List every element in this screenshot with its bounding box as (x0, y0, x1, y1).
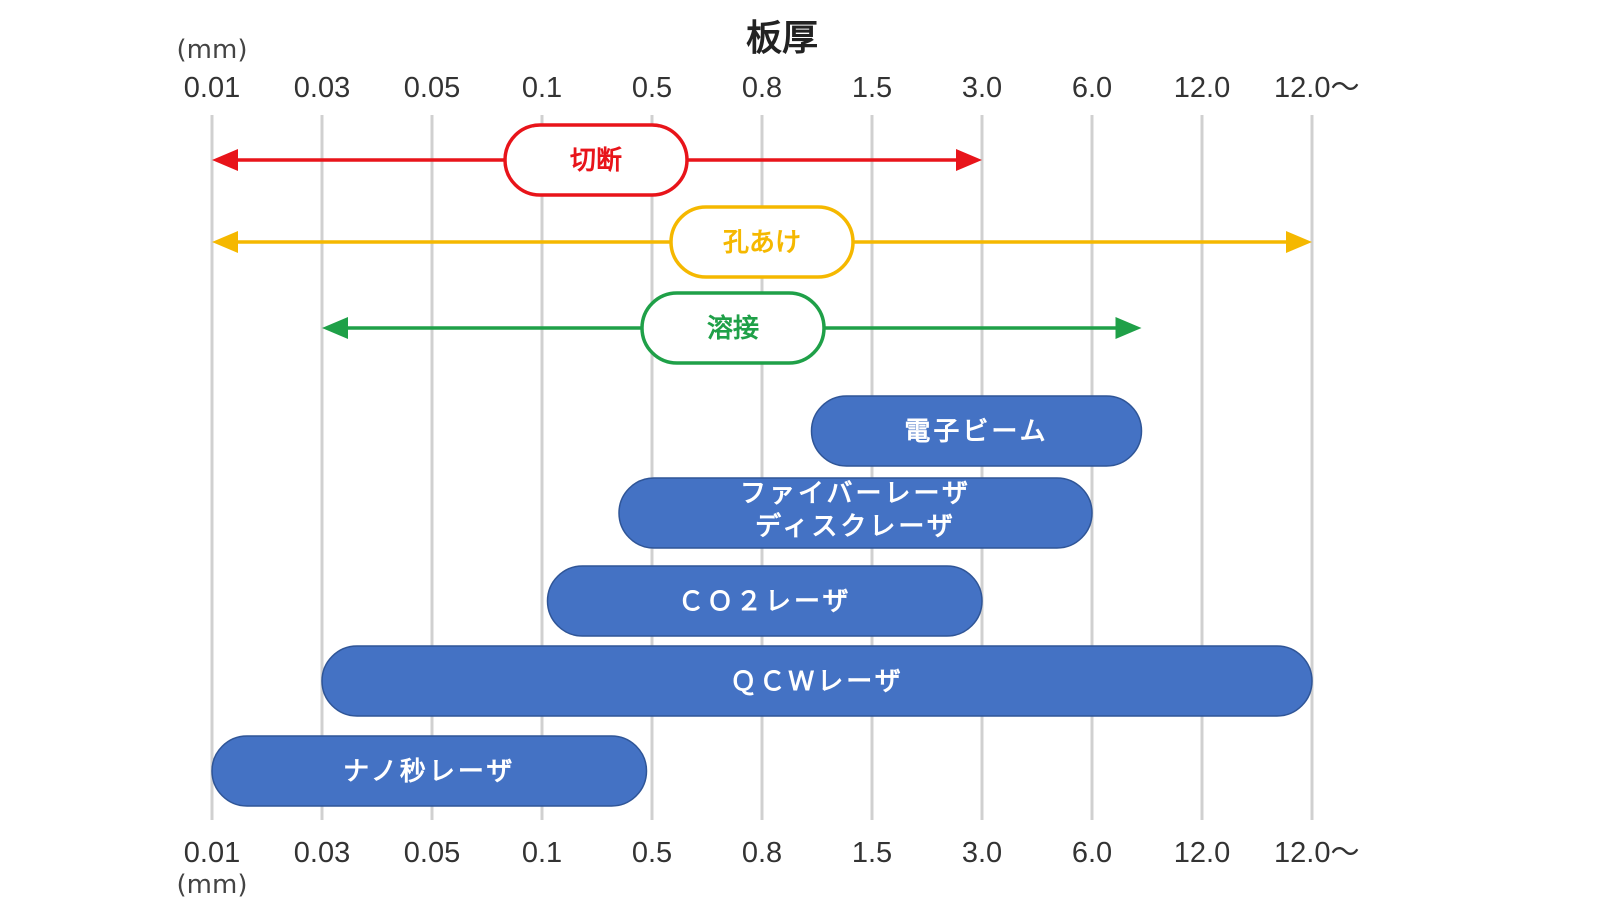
laser-bar-shape (546, 565, 983, 637)
laser-bar: ナノ秒レーザ (211, 735, 648, 807)
tick-label-bottom: 1.5 (852, 837, 892, 869)
tick-label-bottom: 12.0〜 (1274, 837, 1359, 869)
tick-label-bottom: 3.0 (962, 837, 1002, 869)
tick-label-top: 6.0 (1072, 72, 1112, 104)
tick-label-bottom: 6.0 (1072, 837, 1112, 869)
laser-bar: ＱＣＷレーザ (321, 645, 1313, 717)
tick-label-top: 0.1 (522, 72, 562, 104)
tick-label-bottom: 0.1 (522, 837, 562, 869)
arrow-head-right (1286, 231, 1312, 253)
tick-label-top: 1.5 (852, 72, 892, 104)
laser-bar-label: ディスクレーザ (755, 511, 956, 542)
tick-label-bottom: 0.05 (404, 837, 460, 869)
axis-bottom: 0.01 0.03 0.05 0.1 0.5 0.8 1.5 3.0 6.0 12.0 12.0〜 (184, 837, 1360, 869)
laser-bar-label: ファイバーレーザ (740, 479, 971, 509)
application-range: 孔あけ (212, 205, 1312, 279)
tick-label-top: 0.05 (404, 72, 460, 104)
laser-bar: 電子ビーム (810, 395, 1143, 467)
tick-label-top: 12.0 (1174, 72, 1230, 104)
range-label-box (503, 123, 689, 197)
arrow-head-right (1115, 317, 1142, 339)
range-label: 孔あけ (723, 228, 801, 258)
application-range: 溶接 (322, 291, 1142, 365)
laser-bar-label: ナノ秒レーザ (343, 757, 515, 787)
tick-label-bottom: 0.5 (632, 837, 672, 869)
laser-bar-label: ＱＣＷレーザ (730, 667, 903, 697)
range-label: 溶接 (707, 313, 759, 344)
laser-bar-shape (618, 477, 1093, 549)
tick-label-top: 0.8 (742, 72, 782, 104)
tick-label-top: 0.03 (294, 72, 350, 104)
arrow-head-left (212, 231, 238, 253)
arrow-head-left (212, 149, 238, 171)
range-label-box (640, 291, 826, 365)
laser-bar-shape (211, 735, 648, 807)
application-range: 切断 (212, 123, 982, 197)
laser-bar-label: ＣＯ２レーザ (678, 587, 851, 617)
arrow-head-left (322, 317, 348, 339)
unit-label-top: (mm) (177, 35, 248, 65)
laser-bar-label: 電子ビーム (904, 417, 1048, 447)
tick-label-top: 3.0 (962, 72, 1002, 104)
tick-label-bottom: 0.01 (184, 837, 240, 869)
tick-label-bottom: 0.03 (294, 837, 350, 869)
range-label-box (669, 205, 855, 279)
range-label: 切断 (570, 145, 622, 176)
laser-bar: ＣＯ２レーザ (546, 565, 983, 637)
tick-label-top: 0.5 (632, 72, 672, 104)
chart-title: 板厚 (746, 18, 818, 59)
tick-label-top: 0.01 (184, 72, 240, 104)
arrow-head-right (956, 149, 982, 171)
laser-bar-shape (321, 645, 1313, 717)
axis-top: 0.01 0.03 0.05 0.1 0.5 0.8 1.5 3.0 6.0 12.0 12.0〜 (184, 72, 1360, 104)
tick-label-bottom: 0.8 (742, 837, 782, 869)
laser-bar-shape (810, 395, 1143, 467)
tick-label-bottom: 12.0 (1174, 837, 1230, 869)
tick-label-top: 12.0〜 (1274, 72, 1359, 104)
unit-label-bottom: (mm) (177, 870, 248, 900)
